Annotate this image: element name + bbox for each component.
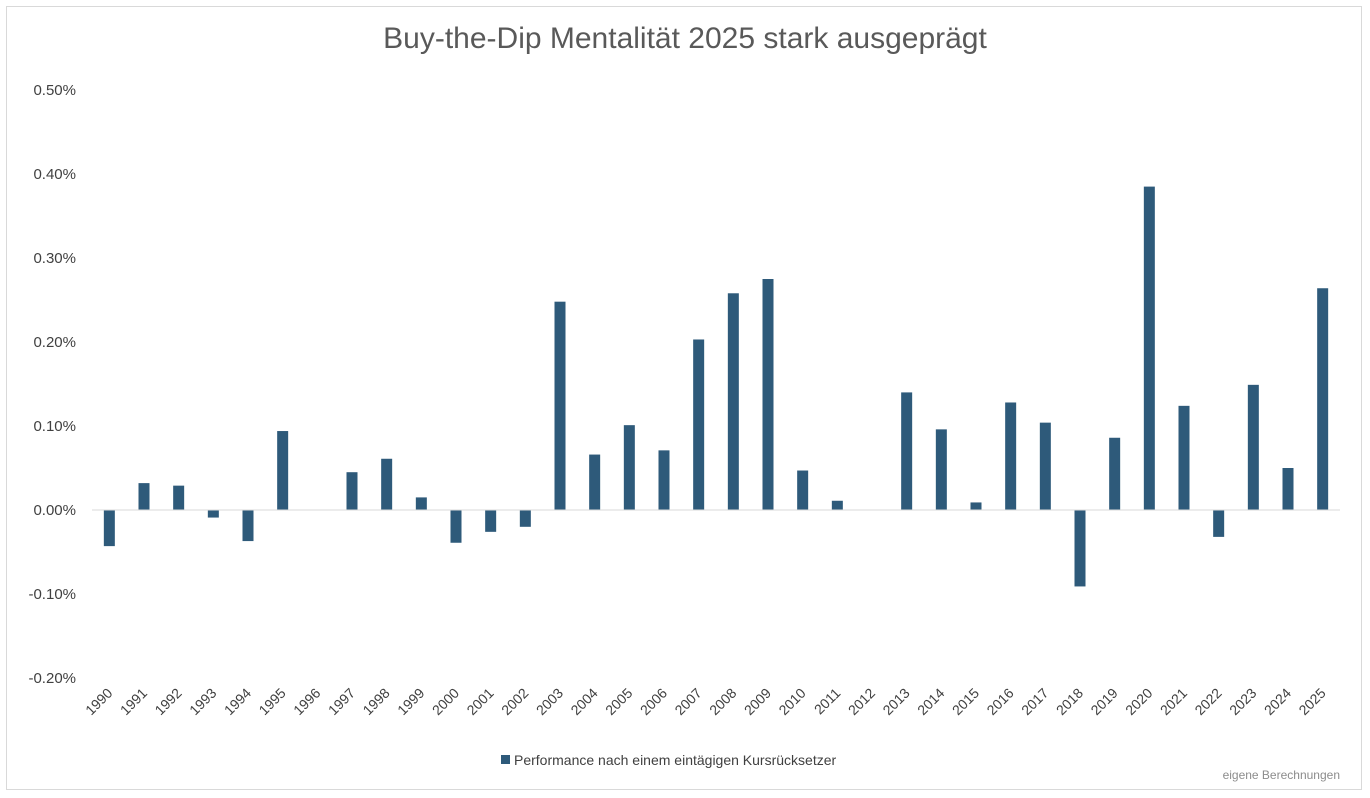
x-tick-label: 2015: [949, 685, 982, 718]
source-note: eigene Berechnungen: [1222, 768, 1340, 782]
x-tick-label: 2024: [1261, 685, 1294, 718]
bar-2017: [1039, 422, 1051, 510]
bar-2009: [762, 279, 774, 510]
bar-2020: [1143, 186, 1155, 510]
bar-2005: [623, 425, 635, 510]
x-tick-label: 1998: [359, 685, 392, 718]
x-tick-label: 2000: [429, 685, 462, 718]
bar-2023: [1247, 384, 1259, 510]
bar-2000: [450, 510, 462, 543]
x-tick-label: 2023: [1226, 685, 1259, 718]
chart-title: Buy-the-Dip Mentalität 2025 stark ausgep…: [383, 22, 987, 55]
x-tick-label: 2003: [533, 685, 566, 718]
x-tick-label: 2014: [914, 685, 947, 718]
bar-1997: [346, 472, 358, 510]
legend: Performance nach einem eintägigen Kursrü…: [501, 752, 837, 768]
x-tick-label: 2002: [498, 685, 531, 718]
y-tick-label: 0.20%: [33, 334, 76, 351]
x-tick-label: 2005: [602, 685, 635, 718]
x-tick-label: 1992: [151, 685, 184, 718]
x-tick-label: 1999: [394, 685, 427, 718]
x-tick-label: 2010: [775, 685, 808, 718]
x-tick-label: 1994: [221, 685, 254, 718]
bar-2022: [1213, 510, 1225, 537]
bar-2006: [658, 450, 670, 510]
bar-2018: [1074, 510, 1086, 587]
x-tick-label: 2004: [567, 685, 600, 718]
x-tick-label: 2006: [637, 685, 670, 718]
x-tick-label: 1997: [325, 685, 358, 718]
bar-2024: [1282, 468, 1294, 510]
x-tick-label: 1991: [117, 685, 150, 718]
bar-2015: [970, 502, 982, 510]
bar-1995: [277, 431, 289, 510]
y-axis: 0.50% 0.40% 0.30% 0.20% 0.10% 0.00% -0.10% -0.2…: [28, 82, 76, 687]
y-tick-label: -0.20%: [28, 670, 76, 687]
legend-label: Performance nach einem eintägigen Kursrü…: [514, 752, 837, 768]
y-tick-label: -0.10%: [28, 586, 76, 603]
x-tick-label: 2009: [741, 685, 774, 718]
bar-2025: [1317, 288, 1329, 510]
chart-frame: [6, 6, 1362, 790]
x-tick-label: 2021: [1157, 685, 1190, 718]
bar-2007: [693, 339, 705, 510]
y-tick-label: 0.50%: [33, 82, 76, 99]
x-tick-label: 1996: [290, 685, 323, 718]
x-tick-label: 1990: [82, 685, 115, 718]
bar-1992: [173, 485, 185, 510]
x-tick-label: 2020: [1122, 685, 1155, 718]
x-axis: 1990 1991 1992 1993 1994 1995 1996 1997 1998 1999…: [82, 685, 1329, 718]
x-tick-label: 2019: [1087, 685, 1120, 718]
bar-2016: [1005, 402, 1017, 510]
bar-1998: [381, 458, 393, 510]
bar-2011: [831, 500, 843, 510]
x-tick-label: 2018: [1053, 685, 1086, 718]
x-tick-label: 2007: [671, 685, 704, 718]
y-tick-label: 0.40%: [33, 166, 76, 183]
x-tick-label: 2011: [811, 685, 844, 718]
x-tick-label: 2025: [1295, 685, 1328, 718]
bar-2021: [1178, 405, 1190, 510]
y-tick-label: 0.00%: [33, 502, 76, 519]
bar-2001: [485, 510, 497, 532]
x-tick-label: 1993: [186, 685, 219, 718]
bar-2003: [554, 301, 566, 510]
bar-1993: [207, 510, 219, 518]
bar-1990: [103, 510, 115, 547]
bars: [103, 186, 1329, 587]
bar-2014: [935, 429, 947, 510]
x-tick-label: 2017: [1018, 685, 1051, 718]
y-tick-label: 0.10%: [33, 418, 76, 435]
x-tick-label: 1995: [255, 685, 288, 718]
bar-2004: [589, 454, 601, 510]
x-tick-label: 2008: [706, 685, 739, 718]
x-tick-label: 2012: [845, 685, 878, 718]
bar-2010: [797, 470, 809, 510]
bar-2008: [727, 293, 739, 510]
legend-swatch: [501, 755, 510, 764]
bar-1994: [242, 510, 254, 542]
x-tick-label: 2016: [983, 685, 1016, 718]
x-tick-label: 2001: [463, 685, 496, 718]
x-tick-label: 2022: [1191, 685, 1224, 718]
y-tick-label: 0.30%: [33, 250, 76, 267]
bar-2013: [901, 392, 913, 510]
x-tick-label: 2013: [879, 685, 912, 718]
bar-1991: [138, 483, 150, 510]
bar-1999: [415, 497, 427, 510]
bar-2019: [1109, 437, 1121, 510]
bar-2002: [519, 510, 531, 527]
